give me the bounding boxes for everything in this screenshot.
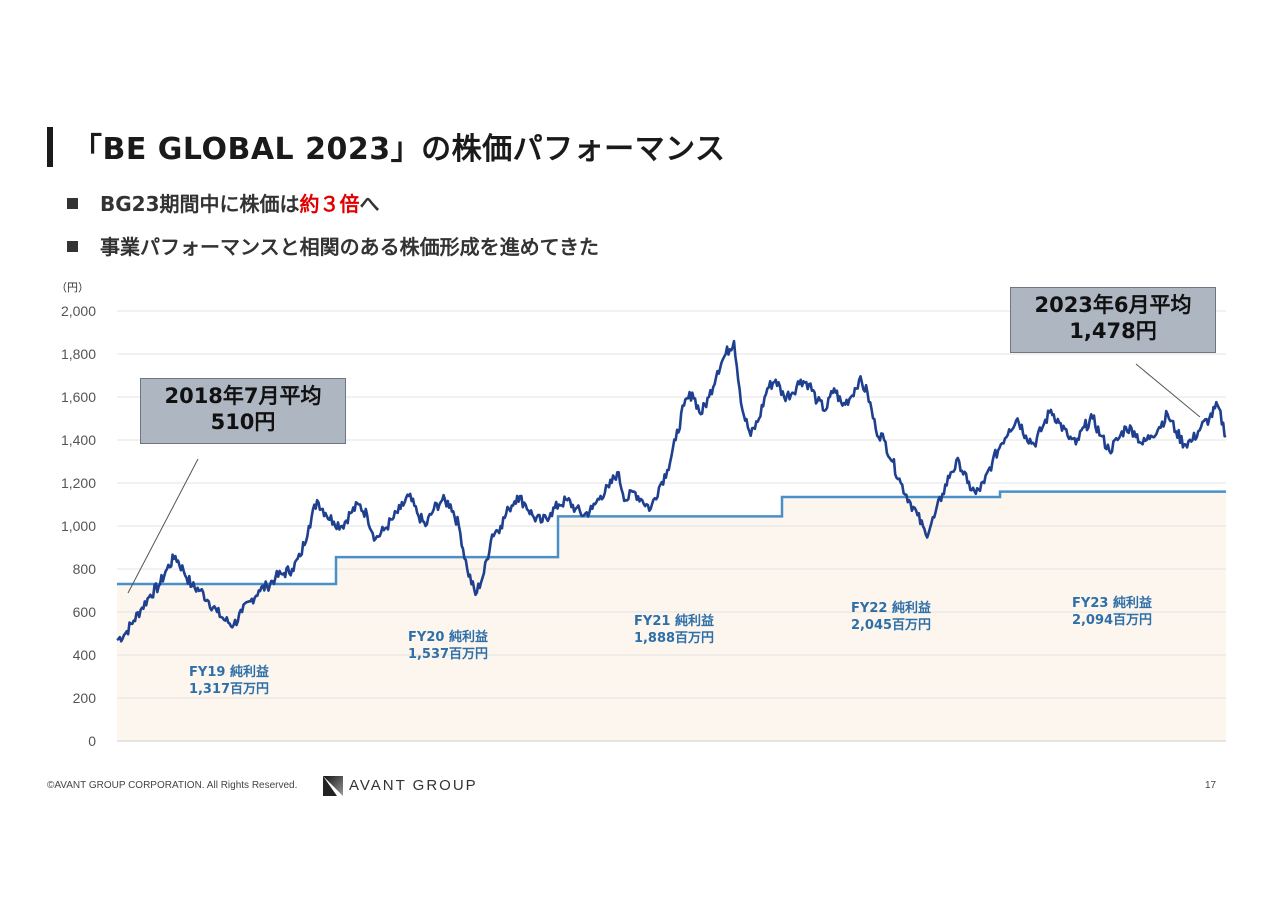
fy-label-fy19: FY19 純利益 (189, 664, 269, 680)
fy-label-fy23: FY23 純利益 (1072, 595, 1152, 611)
y-axis: 0 200 400 600 800 1,000 1,200 1,400 1,600 1,800 2,… (61, 303, 96, 749)
bullet-1-highlight: 約３倍 (299, 192, 360, 216)
leader-line-2023 (1135, 363, 1201, 418)
fy-label-fy22: FY22 純利益 (851, 600, 931, 616)
callout-leader-lines (127, 363, 1201, 594)
fy-value-fy22: 2,045百万円 (851, 618, 931, 633)
square-bullet-icon (67, 241, 78, 252)
fy-value-fy23: 2,094百万円 (1072, 613, 1152, 628)
callout-2023-average: 2023年6月平均 1,478円 (1010, 287, 1216, 353)
fy-label-fy20: FY20 純利益 (408, 629, 488, 645)
title-accent-bar (47, 127, 53, 167)
page-title: 「BE GLOBAL 2023」の株価パフォーマンス (72, 132, 726, 167)
y-tick-label: 400 (73, 647, 97, 663)
bullet-item-2: 事業パフォーマンスと相関のある株価形成を進めてきた (67, 231, 599, 260)
y-tick-label: 1,600 (61, 389, 96, 405)
square-bullet-icon (67, 198, 78, 209)
callout-2018-value: 510円 (210, 410, 276, 434)
price-line (116, 339, 1227, 643)
callout-2023-value: 1,478円 (1069, 319, 1157, 343)
fy-band-fy23 (1000, 491, 1226, 741)
fy-label-fy21: FY21 純利益 (634, 613, 714, 629)
y-tick-label: 1,400 (61, 432, 96, 448)
fy-band-fy20 (336, 557, 558, 741)
leader-line-2018 (127, 458, 199, 594)
footer-logo-text: AVANT GROUP (349, 777, 478, 794)
y-tick-label: 1,800 (61, 346, 96, 362)
fy-value-fy19: 1,317百万円 (189, 682, 269, 697)
avant-group-logo-icon (323, 776, 343, 796)
footer-copyright: ©AVANT GROUP CORPORATION. All Rights Res… (47, 780, 298, 791)
y-tick-label: 1,200 (61, 475, 96, 491)
y-tick-label: 2,000 (61, 303, 96, 319)
fiscal-year-bands (117, 491, 1226, 741)
fy-band-fy19 (117, 584, 336, 741)
callout-2018-title: 2018年7月平均 (164, 384, 322, 408)
y-tick-label: 1,000 (61, 518, 96, 534)
y-tick-label: 600 (73, 604, 97, 620)
step-line (117, 490, 1226, 586)
fy-band-fy21 (558, 516, 782, 741)
fy-band-fy22 (782, 496, 1000, 741)
fiscal-year-labels: FY19 純利益 1,317百万円 FY20 純利益 1,537百万円 FY21 純利益… (189, 595, 1152, 697)
y-tick-label: 0 (88, 733, 96, 749)
callout-2023-title: 2023年6月平均 (1034, 293, 1192, 317)
stock-price-series (116, 339, 1227, 643)
y-tick-label: 800 (73, 561, 97, 577)
fy-value-fy20: 1,537百万円 (408, 647, 488, 662)
bullet-1-text: BG23期間中に株価は (100, 192, 300, 216)
bullet-item-1: BG23期間中に株価は約３倍へ (67, 188, 380, 217)
net-income-step-line (117, 490, 1226, 586)
bullet-2-text: 事業パフォーマンスと相関のある株価形成を進めてきた (100, 235, 599, 259)
page-number: 17 (1205, 780, 1217, 791)
callout-2018-average: 2018年7月平均 510円 (140, 378, 346, 444)
fy-value-fy21: 1,888百万円 (634, 631, 714, 646)
y-axis-unit-label: （円） (56, 281, 89, 294)
bullet-1-suffix: へ (359, 192, 380, 216)
y-tick-label: 200 (73, 690, 97, 706)
